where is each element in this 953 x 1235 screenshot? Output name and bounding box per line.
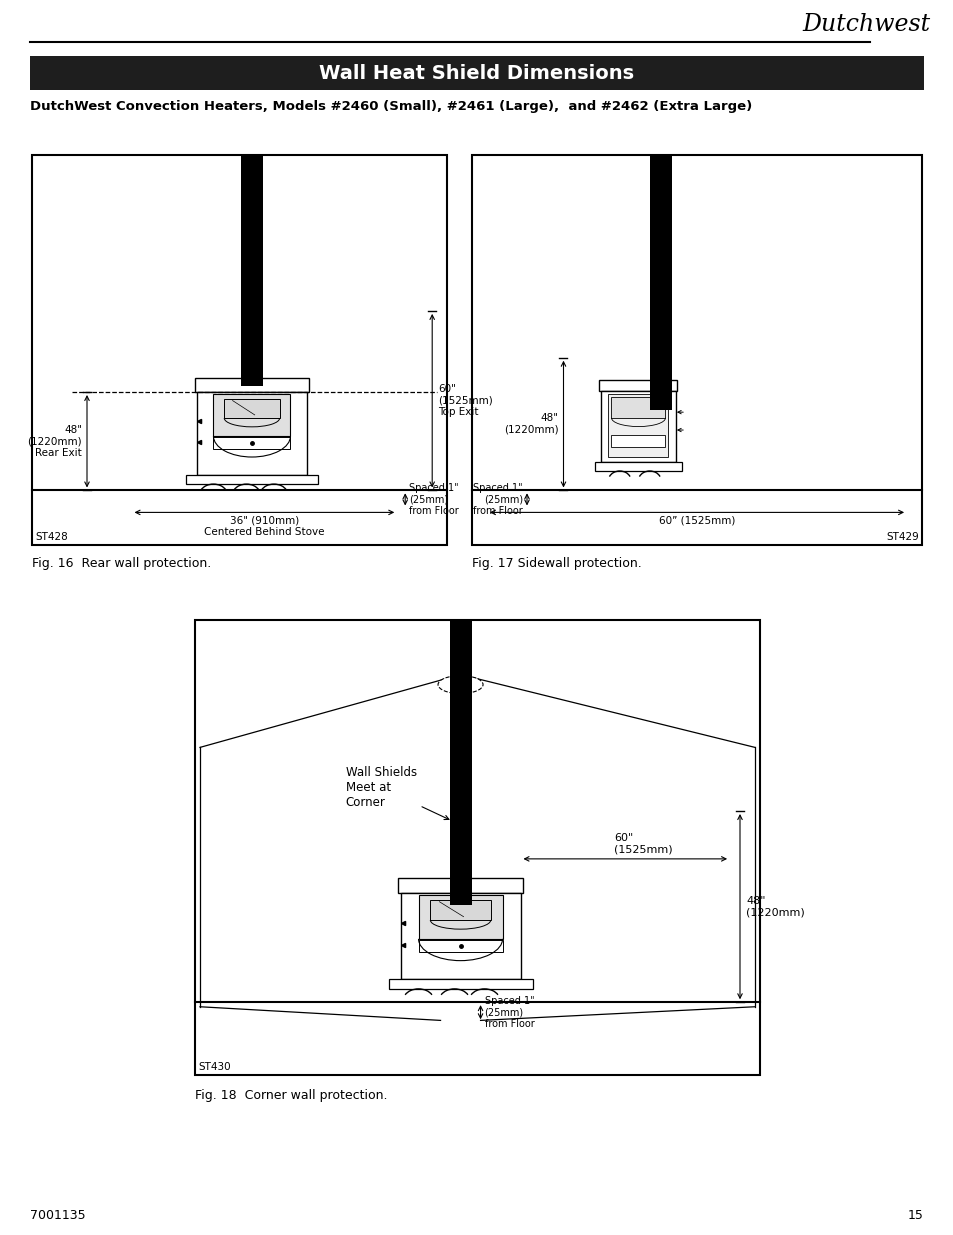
Text: 36" (910mm)
Centered Behind Stove: 36" (910mm) Centered Behind Stove (204, 515, 324, 537)
Bar (194, 378, 309, 391)
Bar (213, 394, 290, 436)
Text: Spaced 1"
(25mm)
from Floor: Spaced 1" (25mm) from Floor (409, 483, 458, 516)
Bar (32, 156, 447, 545)
Text: 60"
(1525mm): 60" (1525mm) (614, 834, 672, 855)
Text: Dutchwest: Dutchwest (801, 14, 929, 36)
Polygon shape (456, 811, 729, 1002)
Bar (449, 620, 471, 905)
Text: 7001135: 7001135 (30, 1209, 86, 1221)
Text: Spaced 1"
(25mm)
from Floor: Spaced 1" (25mm) from Floor (473, 483, 522, 516)
Text: 48"
(1220mm): 48" (1220mm) (503, 414, 558, 435)
Text: Fig. 16  Rear wall protection.: Fig. 16 Rear wall protection. (32, 557, 211, 571)
Text: Spaced 1"
(25mm)
from Floor: Spaced 1" (25mm) from Floor (484, 995, 534, 1029)
Bar (186, 475, 317, 484)
Bar (595, 462, 681, 471)
Bar (388, 979, 532, 989)
Bar (598, 379, 677, 390)
Text: Wall Heat Shield Dimensions: Wall Heat Shield Dimensions (319, 63, 634, 83)
Bar (400, 893, 520, 979)
Polygon shape (225, 811, 456, 1002)
Text: 48"
(1220mm): 48" (1220mm) (745, 895, 804, 918)
Bar (649, 373, 671, 410)
Bar (418, 940, 502, 952)
Bar (418, 895, 502, 939)
Text: Wall Shields
Meet at
Corner: Wall Shields Meet at Corner (345, 766, 449, 820)
Bar (194, 620, 760, 1074)
Bar (196, 391, 307, 475)
Text: 15: 15 (907, 1209, 923, 1221)
Bar (472, 156, 921, 545)
Text: 60"
(1525mm)
Top Exit: 60" (1525mm) Top Exit (437, 384, 493, 417)
Bar (608, 394, 668, 457)
Bar (649, 156, 671, 373)
Text: DutchWest Convection Heaters, Models #2460 (Small), #2461 (Large),  and #2462 (E: DutchWest Convection Heaters, Models #24… (30, 100, 752, 112)
Bar (611, 398, 665, 417)
Text: ST428: ST428 (35, 532, 68, 542)
Text: 48"
(1220mm)
Rear Exit: 48" (1220mm) Rear Exit (28, 425, 82, 458)
Text: Fig. 17 Sidewall protection.: Fig. 17 Sidewall protection. (472, 557, 641, 571)
Bar (397, 878, 522, 893)
Bar (430, 900, 490, 920)
Bar (30, 56, 923, 90)
Bar (611, 435, 665, 447)
Bar (600, 390, 676, 462)
Bar (132, 311, 396, 490)
Bar (593, 358, 911, 490)
Bar (213, 437, 290, 450)
Text: ST430: ST430 (198, 1062, 231, 1072)
Ellipse shape (437, 676, 482, 694)
Bar (224, 399, 279, 419)
Text: Fig. 18  Corner wall protection.: Fig. 18 Corner wall protection. (194, 1089, 387, 1102)
Text: 60” (1525mm): 60” (1525mm) (659, 515, 735, 525)
Text: ST429: ST429 (885, 532, 918, 542)
Bar (241, 156, 263, 385)
